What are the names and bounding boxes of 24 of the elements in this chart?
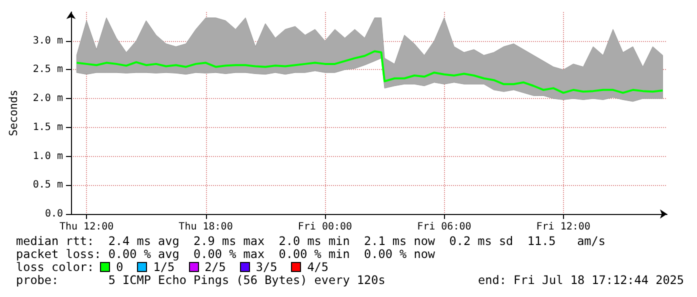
- x-tick-label: Thu 18:00: [178, 222, 233, 232]
- text: end: Fri Jul 18 17:12:44 2025: [478, 273, 684, 287]
- x-tick-label: Fri 12:00: [536, 222, 590, 232]
- text: median rtt: 2.4 ms avg 2.9 ms max 2.0 ms min 2.1 ms now 0.2 ms sd 11.5 am/s: [16, 234, 606, 248]
- x-tick-label: Fri 06:00: [417, 222, 472, 232]
- x-tick-label: Fri 00:00: [298, 222, 352, 232]
- legend-label: 4/5: [307, 260, 328, 274]
- y-tick-label: 3.0 m: [32, 35, 63, 46]
- legend-label: 2/5: [204, 260, 226, 274]
- y-tick-label: 0.0: [44, 208, 63, 220]
- x-tick-label: Thu 12:00: [59, 222, 114, 232]
- text: packet loss: 0.00 % avg 0.00 % max 0.00 % min 0.00 % now: [16, 247, 436, 261]
- text: probe: 5 ICMP Echo Pings (56 Bytes) every 120s: [16, 273, 386, 287]
- legend-title: loss color:: [16, 260, 94, 274]
- legend-label: 0: [116, 260, 124, 274]
- y-tick-label: 2.5 m: [32, 64, 63, 76]
- y-tick-label: 2.0 m: [32, 93, 63, 104]
- line-series: [76, 50, 664, 94]
- y-tick-label: 0.5 m: [32, 180, 63, 191]
- legend-label: 1/5: [153, 260, 175, 274]
- y-axis-title: Seconds: [7, 90, 20, 136]
- y-tick-label: 1.5 m: [32, 122, 63, 133]
- y-tick-label: 1.0 m: [32, 150, 63, 162]
- legend-label: 3/5: [256, 260, 278, 274]
